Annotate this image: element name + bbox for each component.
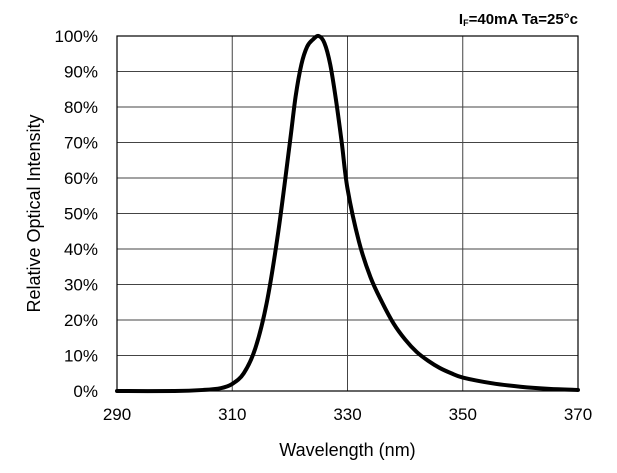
grid [116,35,579,392]
x-axis-ticks: 290 310 330 350 370 [103,405,592,424]
y-tick-label: 50% [64,205,98,224]
y-axis-label: Relative Optical Intensity [24,114,44,312]
x-tick-label: 330 [333,405,361,424]
y-tick-label: 40% [64,240,98,259]
y-tick-label: 30% [64,276,98,295]
y-tick-label: 70% [64,134,98,153]
y-tick-label: 90% [64,63,98,82]
y-tick-label: 80% [64,98,98,117]
y-tick-label: 0% [73,382,98,401]
condition-subscript: F [463,18,469,28]
y-tick-label: 20% [64,311,98,330]
y-tick-label: 60% [64,169,98,188]
test-condition-label: IF=40mA Ta=25°c [459,11,578,28]
x-axis-label: Wavelength (nm) [279,440,415,460]
x-tick-label: 290 [103,405,131,424]
x-tick-label: 350 [449,405,477,424]
series-line-0 [115,33,580,394]
condition-text: =40mA Ta=25°c [469,11,578,28]
plot-area-frame [116,35,579,392]
y-tick-label: 10% [64,347,98,366]
y-axis-ticks: 0% 10% 20% 30% 40% 50% 60% 70% 80% 90% 100% [55,27,98,401]
x-tick-label: 370 [564,405,592,424]
series-layer [115,33,580,394]
x-tick-label: 310 [218,405,246,424]
y-tick-label: 100% [55,27,98,46]
condition-prefix: I [459,11,463,28]
